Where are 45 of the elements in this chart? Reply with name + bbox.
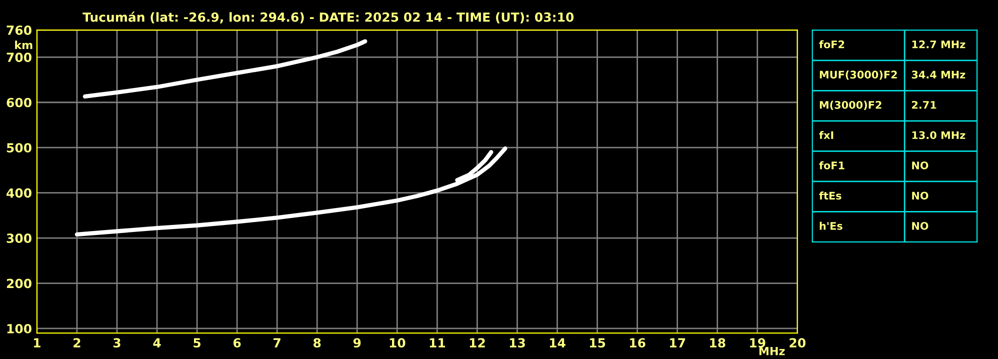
chart-title: Tucumán (lat: -26.9, lon: 294.6) - DATE: 2025 02 14 - TIME (UT): 03:10 (82, 12, 574, 24)
text: 2.71 (912, 100, 936, 109)
text: NO (912, 161, 928, 170)
y-tick-label: 500 (6, 143, 32, 153)
y-axis-title: km (15, 40, 32, 50)
x-tick-label: 20 (790, 338, 806, 348)
y-tick-label: 100 (7, 324, 32, 334)
x-tick-label: 12 (470, 338, 485, 348)
y-tick-label: 600 (6, 98, 32, 108)
y-tick-label: 760 (6, 25, 32, 35)
x-tick-label: 11 (430, 338, 446, 348)
x-tick-label: 10 (390, 338, 406, 348)
x-tick-label: 4 (153, 338, 161, 348)
x-tick-label: 5 (194, 338, 200, 348)
x-tick-label: 6 (233, 338, 241, 348)
text: h'Es (820, 222, 842, 230)
text: MUF(3000)F2 (820, 70, 897, 80)
x-tick-label: 15 (590, 338, 606, 348)
x-tick-label: 17 (670, 338, 686, 348)
x-axis-title: MHz (759, 346, 785, 356)
text: 34.4 MHz (912, 70, 966, 79)
x-tick-label: 19 (750, 338, 766, 348)
x-tick-label: 14 (550, 338, 566, 348)
text: foF1 (819, 161, 844, 170)
text: fxI (819, 131, 834, 139)
x-tick-label: 8 (314, 338, 321, 348)
text: 13.0 MHz (912, 131, 966, 140)
y-tick-label: 700 (6, 52, 32, 62)
text: ftEs (819, 192, 842, 200)
y-tick-label: 400 (6, 188, 32, 198)
x-tick-label: 13 (510, 338, 525, 348)
x-tick-label: 3 (113, 338, 120, 348)
text: M(3000)F2 (820, 100, 882, 110)
text: 12.7 MHz (912, 40, 966, 48)
y-tick-label: 300 (6, 234, 32, 243)
y-tick-label: 200 (6, 278, 32, 288)
text: foF2 (819, 40, 844, 48)
x-tick-label: 7 (274, 338, 280, 348)
x-tick-label: 2 (74, 338, 80, 348)
text: NO (912, 222, 928, 230)
x-tick-label: 1 (34, 338, 40, 348)
x-tick-label: 16 (630, 338, 646, 348)
text: NO (912, 192, 928, 200)
x-tick-label: 9 (353, 338, 361, 348)
x-tick-label: 18 (710, 338, 726, 348)
